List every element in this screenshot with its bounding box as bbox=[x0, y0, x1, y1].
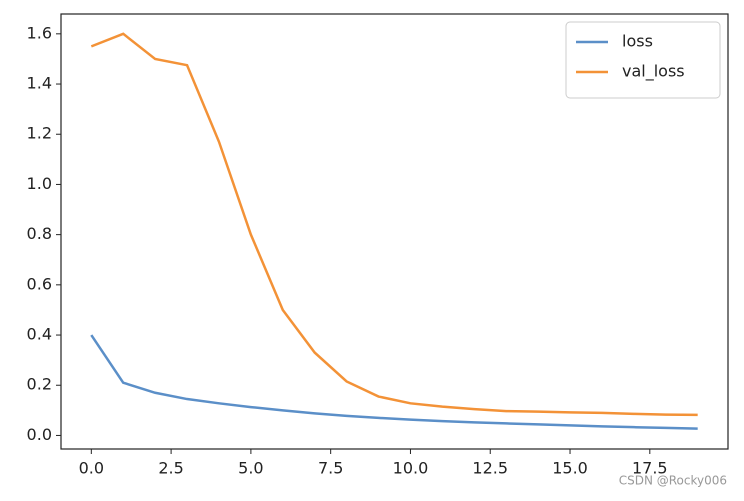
y-tick-label: 0.0 bbox=[27, 425, 52, 444]
y-tick-label: 1.6 bbox=[27, 23, 52, 42]
y-tick-label: 1.2 bbox=[27, 124, 52, 143]
y-tick-label: 1.4 bbox=[27, 74, 52, 93]
x-tick-label: 2.5 bbox=[158, 459, 183, 478]
x-tick-label: 7.5 bbox=[318, 459, 343, 478]
x-tick-label: 17.5 bbox=[632, 459, 668, 478]
line bbox=[90, 334, 698, 430]
y-tick-label: 1.0 bbox=[27, 174, 52, 193]
line bbox=[90, 32, 698, 417]
plot-frame bbox=[60, 13, 729, 450]
y-tick-label: 0.4 bbox=[27, 325, 52, 344]
x-tick-label: 15.0 bbox=[552, 459, 588, 478]
y-tick-label: 0.2 bbox=[27, 375, 52, 394]
y-tick-label: 0.8 bbox=[27, 224, 52, 243]
watermark: CSDN @Rocky006 bbox=[619, 474, 727, 488]
y-tick-label: 0.6 bbox=[27, 274, 52, 293]
x-tick-label: 12.5 bbox=[472, 459, 508, 478]
x-tick-label: 5.0 bbox=[238, 459, 263, 478]
x-tick-label: 10.0 bbox=[393, 459, 429, 478]
legend-label: val_loss bbox=[622, 62, 685, 82]
x-tick-label: 0.0 bbox=[79, 459, 104, 478]
legend-label: loss bbox=[622, 32, 653, 51]
